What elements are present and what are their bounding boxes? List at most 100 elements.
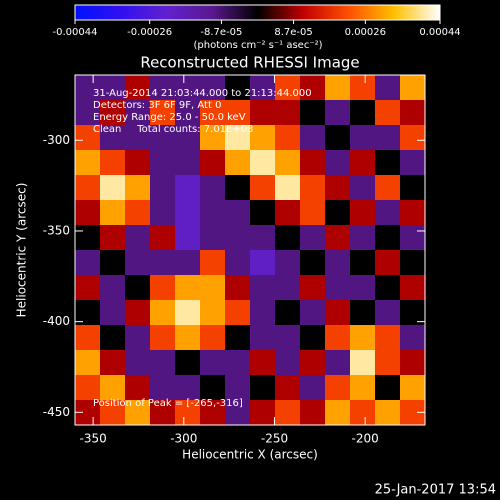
heatmap-cell: [350, 225, 376, 251]
heatmap-cell: [125, 250, 151, 276]
heatmap-cell: [325, 150, 351, 176]
heatmap-cell: [400, 375, 426, 401]
heatmap-cell: [150, 300, 176, 326]
heatmap-cell: [150, 175, 176, 201]
heatmap-cell: [125, 75, 151, 101]
heatmap-cell: [100, 75, 126, 101]
heatmap-cell: [150, 250, 176, 276]
colorbar: [74, 4, 441, 21]
y-tick-label: -450: [43, 405, 70, 419]
heatmap-cell: [350, 75, 376, 101]
heatmap-cell: [200, 325, 226, 351]
heatmap-cell: [325, 125, 351, 151]
heatmap-cell: [300, 400, 326, 426]
heatmap-cell: [100, 400, 126, 426]
heatmap-cell: [175, 325, 201, 351]
heatmap-cell: [225, 325, 251, 351]
heatmap-cell: [300, 150, 326, 176]
heatmap-cell: [125, 275, 151, 301]
heatmap-cell: [125, 100, 151, 126]
heatmap-cell: [350, 100, 376, 126]
peak-note: Position of Peak = [-265,-316]: [93, 398, 243, 409]
heatmap-cell: [175, 400, 201, 426]
heatmap-cell: [250, 250, 276, 276]
heatmap-cell: [150, 400, 176, 426]
heatmap-cell: [200, 400, 226, 426]
heatmap-cell: [125, 400, 151, 426]
heatmap-cell: [150, 275, 176, 301]
x-tick-label: -200: [352, 432, 379, 446]
heatmap-cell: [400, 150, 426, 176]
x-tick-label: -300: [170, 432, 197, 446]
heatmap-cell: [150, 350, 176, 376]
heatmap-cell: [225, 275, 251, 301]
heatmap-cell: [175, 75, 201, 101]
heatmap-cell: [350, 350, 376, 376]
heatmap-cell: [300, 225, 326, 251]
heatmap-cell: [150, 150, 176, 176]
heatmap-cell: [300, 250, 326, 276]
heatmap-cell: [225, 375, 251, 401]
timestamp: 25-Jan-2017 13:54: [375, 483, 496, 498]
heatmap-cell: [225, 100, 251, 126]
heatmap-cell: [375, 75, 401, 101]
x-tick-label: -350: [80, 432, 107, 446]
heatmap-cell: [225, 250, 251, 276]
heatmap-cell: [350, 275, 376, 301]
heatmap-cell: [175, 125, 201, 151]
heatmap-cell: [250, 300, 276, 326]
heatmap-cell: [400, 125, 426, 151]
annotation: 31-Aug-2014 21:03:44.000 to 21:13:44.000: [93, 88, 312, 99]
heatmap-cell: [200, 150, 226, 176]
heatmap-cell: [175, 250, 201, 276]
heatmap-cell: [250, 400, 276, 426]
heatmap-cell: [150, 225, 176, 251]
heatmap-cell: [375, 100, 401, 126]
heatmap-cell: [350, 400, 376, 426]
heatmap-cell: [375, 250, 401, 276]
heatmap-cell: [225, 150, 251, 176]
heatmap-cell: [400, 250, 426, 276]
heatmap-cell: [175, 200, 201, 226]
x-tick-label: -250: [261, 432, 288, 446]
heatmap-cell: [175, 350, 201, 376]
heatmap-cell: [275, 400, 301, 426]
heatmap-cell: [175, 375, 201, 401]
heatmap-cell: [325, 75, 351, 101]
colorbar-tick-label: -0.00044: [53, 27, 98, 38]
heatmap-cell: [375, 150, 401, 176]
heatmap-cell: [250, 100, 276, 126]
heatmap-cell: [350, 125, 376, 151]
heatmap-cell: [400, 325, 426, 351]
heatmap-cell: [175, 275, 201, 301]
heatmap-cell: [300, 325, 326, 351]
heatmap-cell: [300, 275, 326, 301]
heatmap-cell: [300, 200, 326, 226]
heatmap-cell: [375, 175, 401, 201]
heatmap-cell: [300, 100, 326, 126]
heatmap-cell: [325, 200, 351, 226]
heatmap-cell: [200, 250, 226, 276]
heatmap-cell: [200, 300, 226, 326]
heatmap-cell: [225, 400, 251, 426]
heatmap-cell: [75, 175, 101, 201]
heatmap-cell: [400, 275, 426, 301]
heatmap-cell: [375, 350, 401, 376]
heatmap-cell: [375, 275, 401, 301]
heatmap-cell: [250, 150, 276, 176]
heatmap-cell: [225, 75, 251, 101]
heatmap-cell: [325, 300, 351, 326]
heatmap-cell: [75, 225, 101, 251]
heatmap-cell: [400, 175, 426, 201]
heatmap-cell: [100, 200, 126, 226]
heatmap-cell: [100, 150, 126, 176]
heatmap-cell: [200, 125, 226, 151]
heatmap-cell: [375, 375, 401, 401]
heatmap-cell: [125, 125, 151, 151]
heatmap-cell: [325, 375, 351, 401]
heatmap-cell: [175, 175, 201, 201]
heatmap-cell: [250, 75, 276, 101]
heatmap-cell: [200, 225, 226, 251]
heatmap-cell: [325, 350, 351, 376]
